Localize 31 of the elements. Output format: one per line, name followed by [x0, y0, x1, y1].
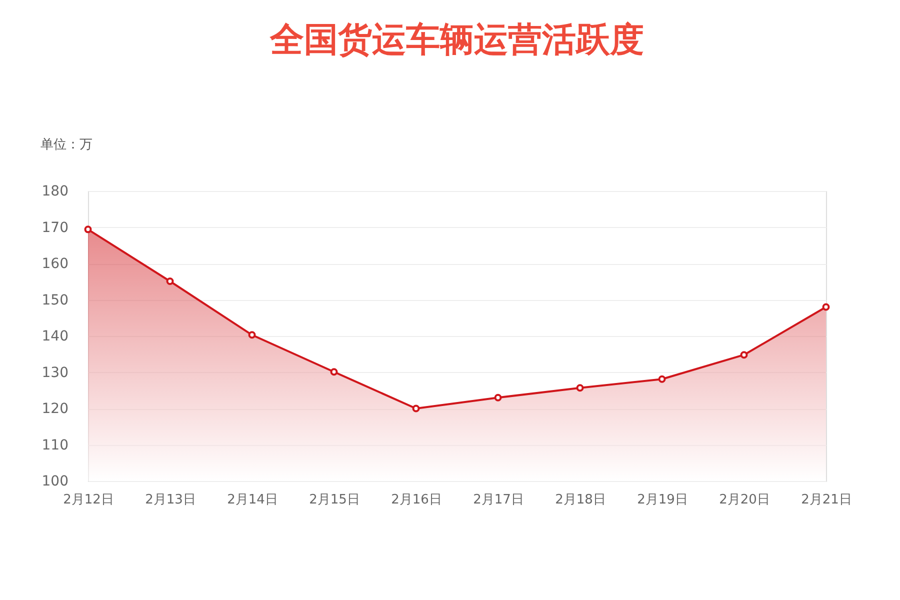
- x-tick-label: 2月19日: [637, 492, 688, 508]
- x-tick-label: 2月14日: [227, 492, 278, 508]
- point: [248, 331, 256, 339]
- x-tick-label: 2月15日: [309, 492, 360, 508]
- y-axis-title: 单位：万: [40, 138, 92, 152]
- y-tick-label: 120: [42, 401, 68, 417]
- y-tick-label: 100: [42, 474, 68, 490]
- x-tick-label: 2月18日: [555, 492, 606, 508]
- point: [84, 226, 92, 234]
- y-tick-label: 110: [42, 437, 68, 454]
- y-tick-label: 140: [42, 328, 68, 344]
- point: [658, 375, 666, 383]
- x-tick-label: 2月12日: [63, 492, 114, 508]
- point: [740, 351, 748, 359]
- x-tick-label: 2月16日: [391, 492, 442, 508]
- y-tick-label: 130: [42, 364, 68, 381]
- point: [494, 394, 502, 402]
- point: [330, 368, 338, 376]
- point: [822, 303, 830, 311]
- x-tick-label: 2月20日: [719, 492, 770, 508]
- x-tick-label: 2月13日: [145, 492, 196, 508]
- point: [166, 278, 174, 285]
- y-tick-label: 160: [42, 256, 68, 272]
- point: [412, 404, 420, 412]
- y-tick-label: 150: [42, 292, 68, 308]
- x-tick-label: 2月21日: [801, 492, 852, 508]
- point: [576, 384, 584, 392]
- y-tick-label: 170: [42, 220, 68, 236]
- chart-title: 全国货运车辆运营活跃度: [269, 20, 644, 60]
- x-tick-label: 2月17日: [473, 492, 524, 508]
- y-tick-label: 180: [42, 184, 68, 200]
